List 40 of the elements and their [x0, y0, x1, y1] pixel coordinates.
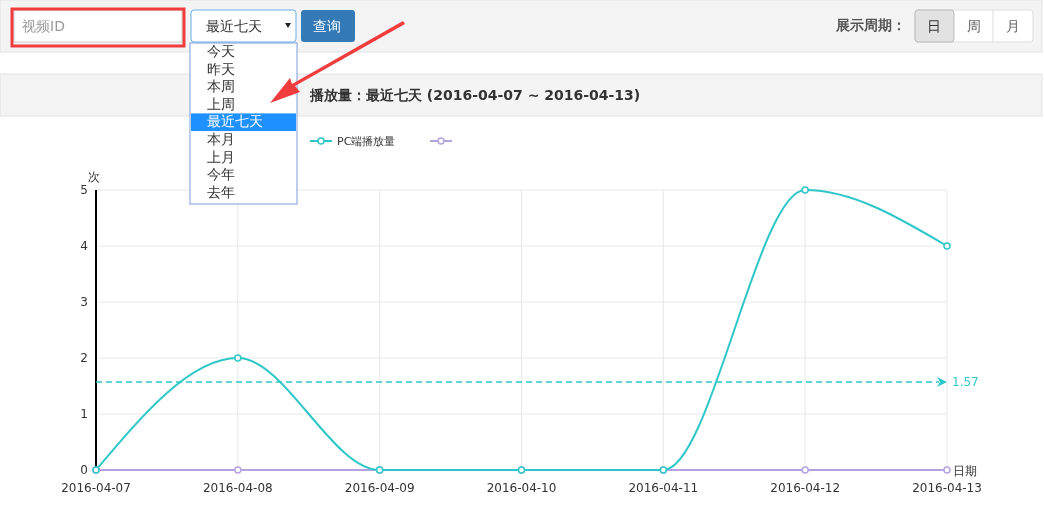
text: 视频ID	[22, 18, 65, 34]
point	[943, 466, 951, 474]
text: 周	[967, 18, 981, 34]
x-tick-label: 2016-04-10	[486, 481, 557, 495]
text: 今天	[207, 43, 235, 59]
text: 月	[1006, 18, 1020, 34]
legend-label: PC端播放量	[337, 135, 396, 148]
x-tick-label: 2016-04-09	[344, 481, 415, 495]
text: 上周	[207, 95, 235, 112]
text: 最近七天	[206, 18, 262, 34]
text: 查询	[313, 18, 341, 34]
y-tick-label: 4	[80, 239, 88, 253]
chart-title: 播放量：最近七天 (2016-04-07 ~ 2016-04-13)	[309, 87, 641, 103]
x-tick-label: 2016-04-08	[202, 481, 273, 495]
text: 本周	[207, 78, 235, 95]
y-tick-label: 1	[80, 407, 88, 421]
text: 今年	[207, 166, 235, 183]
y-axis-title: 次	[88, 170, 100, 184]
x-tick-label: 2016-04-11	[628, 481, 699, 495]
text: 上月	[207, 148, 235, 165]
text: 日	[927, 18, 941, 34]
y-tick-label: 2	[80, 351, 88, 365]
y-tick-label: 3	[80, 295, 88, 309]
text: 本月	[207, 131, 235, 147]
text: 最近七天	[207, 113, 263, 130]
point	[943, 242, 951, 250]
text: 昨天	[207, 60, 235, 77]
annotation: 去年	[207, 183, 235, 200]
x-tick-label: 2016-04-07	[61, 481, 131, 495]
point	[801, 186, 809, 194]
x-axis-title: 日期	[953, 464, 977, 478]
text: 展示周期：	[835, 17, 906, 33]
ref-line-label: 1.57	[952, 375, 979, 390]
point	[234, 466, 242, 474]
y-tick-label: 0	[80, 463, 88, 477]
point	[801, 466, 809, 474]
x-tick-label: 2016-04-12	[770, 481, 841, 495]
x-tick-label: 2016-04-13	[912, 481, 982, 495]
y-tick-label: 5	[80, 183, 88, 197]
point	[234, 354, 242, 362]
